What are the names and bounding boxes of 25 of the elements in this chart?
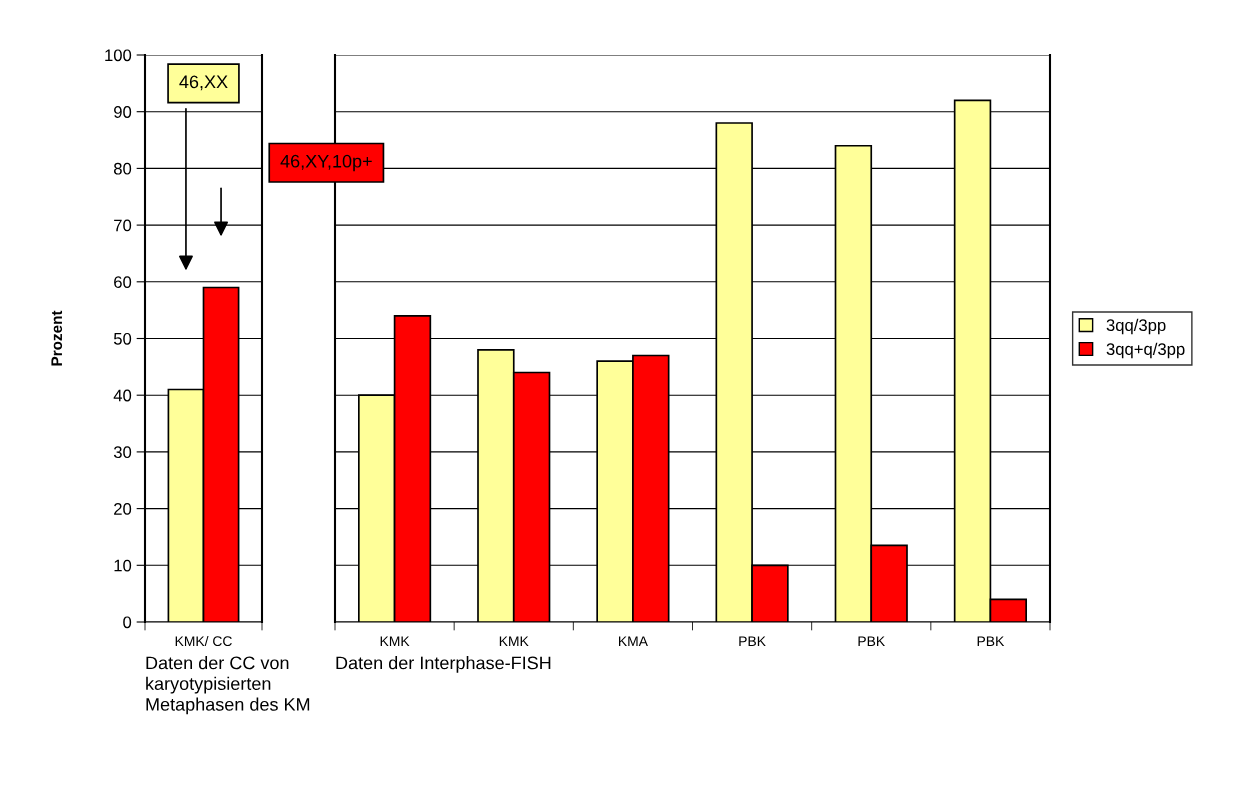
y-tick-label: 0 (123, 616, 132, 629)
y-tick-label: 70 (114, 219, 132, 232)
x-tick-label: PBK (977, 636, 1005, 646)
y-tick-label: 20 (114, 503, 132, 515)
legend-label: 3qq/3pp (1106, 318, 1166, 335)
x-tick-label: PBK (739, 636, 766, 646)
y-tick-label: 10 (114, 559, 132, 572)
x-tick-label: KMK (499, 636, 529, 646)
y-tick-label: 80 (113, 162, 132, 175)
x-axis-title: Daten der CC von karyotypisierten Metaphasen des KM (146, 656, 310, 715)
annotation: 46,XY,10p+ (280, 154, 372, 172)
y-axis-title: Prozent (51, 310, 63, 366)
y-tick-label: 100 (105, 49, 132, 62)
x-tick-label: KMK (380, 636, 410, 646)
annotation: 46,XX (179, 75, 228, 91)
y-tick-label: 90 (114, 106, 132, 118)
x-tick-label: PBK (858, 636, 885, 646)
x-tick-label: KMA (619, 636, 648, 646)
y-tick-label: 50 (113, 332, 132, 345)
legend-label: 3qq+q/3pp (1106, 342, 1185, 359)
x-tick-label: KMK/ CC (175, 635, 232, 647)
y-tick-label: 30 (113, 446, 132, 459)
x-axis-title: Daten der Interphase-FISH (336, 656, 551, 673)
y-tick-label: 40 (113, 389, 132, 402)
y-tick-label: 60 (114, 276, 132, 288)
